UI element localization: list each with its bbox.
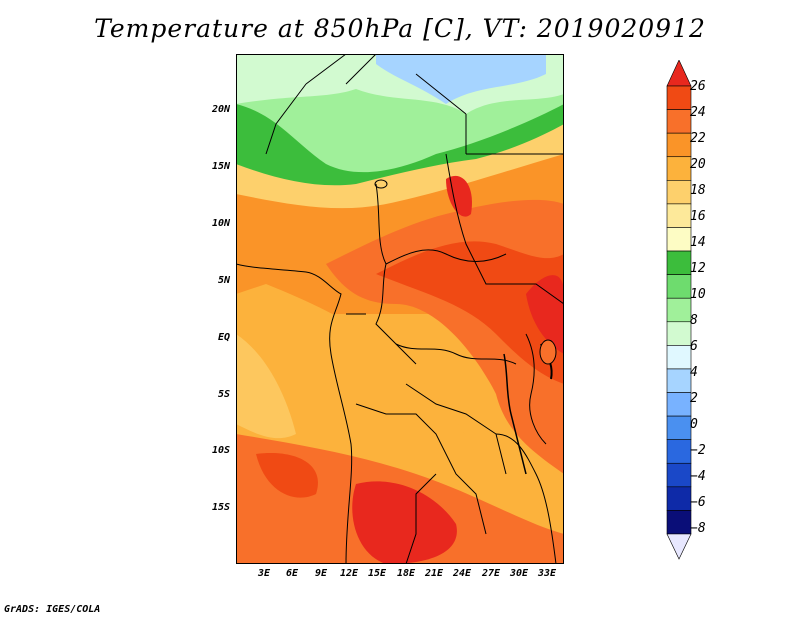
colorbar-swatch	[666, 250, 692, 275]
colorbar-swatch	[666, 392, 692, 417]
colorbar-label: 22	[690, 131, 706, 146]
colorbar-swatch	[666, 297, 692, 323]
colorbar	[666, 60, 692, 560]
colorbar-swatch	[666, 85, 692, 110]
x-tick-label: 15E	[367, 568, 387, 579]
x-tick-label: 21E	[424, 568, 444, 579]
colorbar-label: −4	[690, 469, 706, 484]
colorbar-label: 18	[690, 183, 706, 198]
y-tick-label: 20N	[211, 104, 230, 115]
colorbar-swatch	[666, 132, 692, 158]
y-tick-label: 15S	[211, 502, 230, 513]
field-24-26	[376, 241, 564, 384]
colorbar-swatch	[666, 203, 692, 228]
x-tick-label: 30E	[509, 568, 529, 579]
colorbar-label: 0	[690, 417, 698, 432]
colorbar-swatch	[666, 60, 692, 87]
x-tick-label: 18E	[396, 568, 416, 579]
colorbar-label: 12	[690, 261, 706, 276]
y-tick-label: 5S	[217, 389, 230, 400]
temperature-map	[236, 54, 564, 564]
colorbar-swatch	[666, 227, 692, 252]
colorbar-label: 2	[690, 391, 698, 406]
colorbar-swatch	[666, 510, 692, 535]
colorbar-label: 24	[690, 105, 706, 120]
colorbar-swatch	[666, 109, 692, 134]
x-tick-label: 33E	[537, 568, 557, 579]
colorbar-label: 16	[690, 209, 706, 224]
field-4-6	[376, 54, 546, 104]
colorbar-swatch	[666, 533, 692, 560]
colorbar-swatch	[666, 180, 692, 205]
colorbar-swatch	[666, 415, 692, 440]
map-title: Temperature at 850hPa [C], VT: 201902091…	[94, 14, 706, 43]
colorbar-label: 6	[690, 339, 698, 354]
colorbar-label: 4	[690, 365, 698, 380]
colorbar-label: −2	[690, 443, 706, 458]
x-tick-label: 12E	[339, 568, 359, 579]
x-tick-label: 24E	[452, 568, 472, 579]
colorbar-label: 8	[690, 313, 698, 328]
x-tick-label: 6E	[285, 568, 299, 579]
colorbar-label: 20	[690, 157, 706, 172]
y-tick-label: 5N	[217, 275, 230, 286]
colorbar-swatch	[666, 274, 692, 299]
x-tick-label: 27E	[481, 568, 501, 579]
colorbar-swatch	[666, 486, 692, 511]
colorbar-swatch	[666, 321, 692, 346]
colorbar-swatch	[666, 439, 692, 464]
colorbar-label: −6	[690, 495, 706, 510]
y-tick-label: 10S	[211, 445, 230, 456]
y-tick-label: EQ	[217, 332, 230, 343]
colorbar-label: 14	[690, 235, 706, 250]
grads-credit: GrADS: IGES/COLA	[4, 604, 101, 615]
colorbar-swatch	[666, 368, 692, 393]
x-tick-label: 3E	[257, 568, 271, 579]
colorbar-label: 26	[690, 79, 706, 94]
y-tick-label: 10N	[211, 218, 230, 229]
colorbar-label: 10	[690, 287, 706, 302]
colorbar-swatch	[666, 462, 692, 488]
colorbar-label: −8	[690, 521, 706, 536]
colorbar-swatch	[666, 345, 692, 370]
x-tick-label: 9E	[314, 568, 328, 579]
colorbar-swatch	[666, 156, 692, 181]
y-tick-label: 15N	[211, 161, 230, 172]
